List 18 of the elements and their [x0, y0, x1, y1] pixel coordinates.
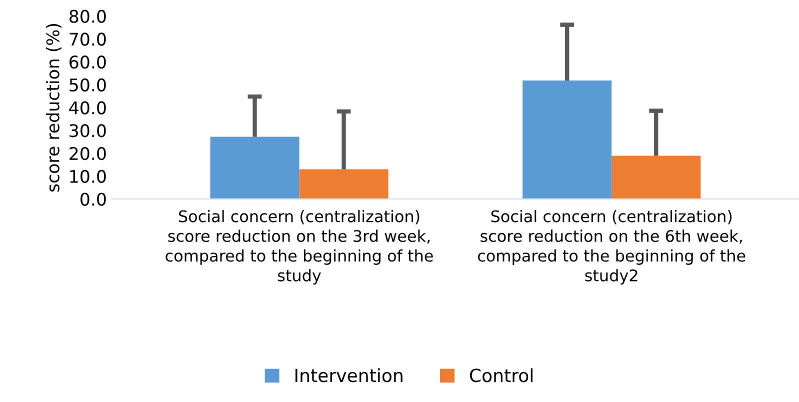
y-axis-title: score reduction (%): [46, 24, 62, 192]
y-tick-label: 40.0: [69, 101, 106, 114]
x-tick-label: Social concern (centralization) score reduction on the 6th week, compared to the beginning of the study2: [478, 210, 746, 285]
y-tick-label: 20.0: [70, 146, 106, 160]
y-tick-label: 30.0: [70, 124, 106, 138]
legend-label: Intervention: [295, 368, 402, 382]
legend-label: Control: [470, 368, 532, 382]
bar: [522, 80, 612, 199]
bar: [299, 169, 388, 199]
x-tick-label: Social concern (centralization) score reduction on the 3rd week, compared to the beginning of the study: [166, 210, 433, 285]
y-tick-label: 80.0: [70, 10, 106, 23]
y-tick-label: 60.0: [70, 56, 106, 69]
y-tick-label: 50.0: [70, 78, 106, 92]
bar: [210, 136, 300, 199]
y-tick-label: 10.0: [70, 170, 106, 183]
y-tick-label: 0.0: [80, 192, 106, 206]
y-tick-label: 70.0: [70, 32, 106, 46]
bar: [612, 156, 701, 199]
